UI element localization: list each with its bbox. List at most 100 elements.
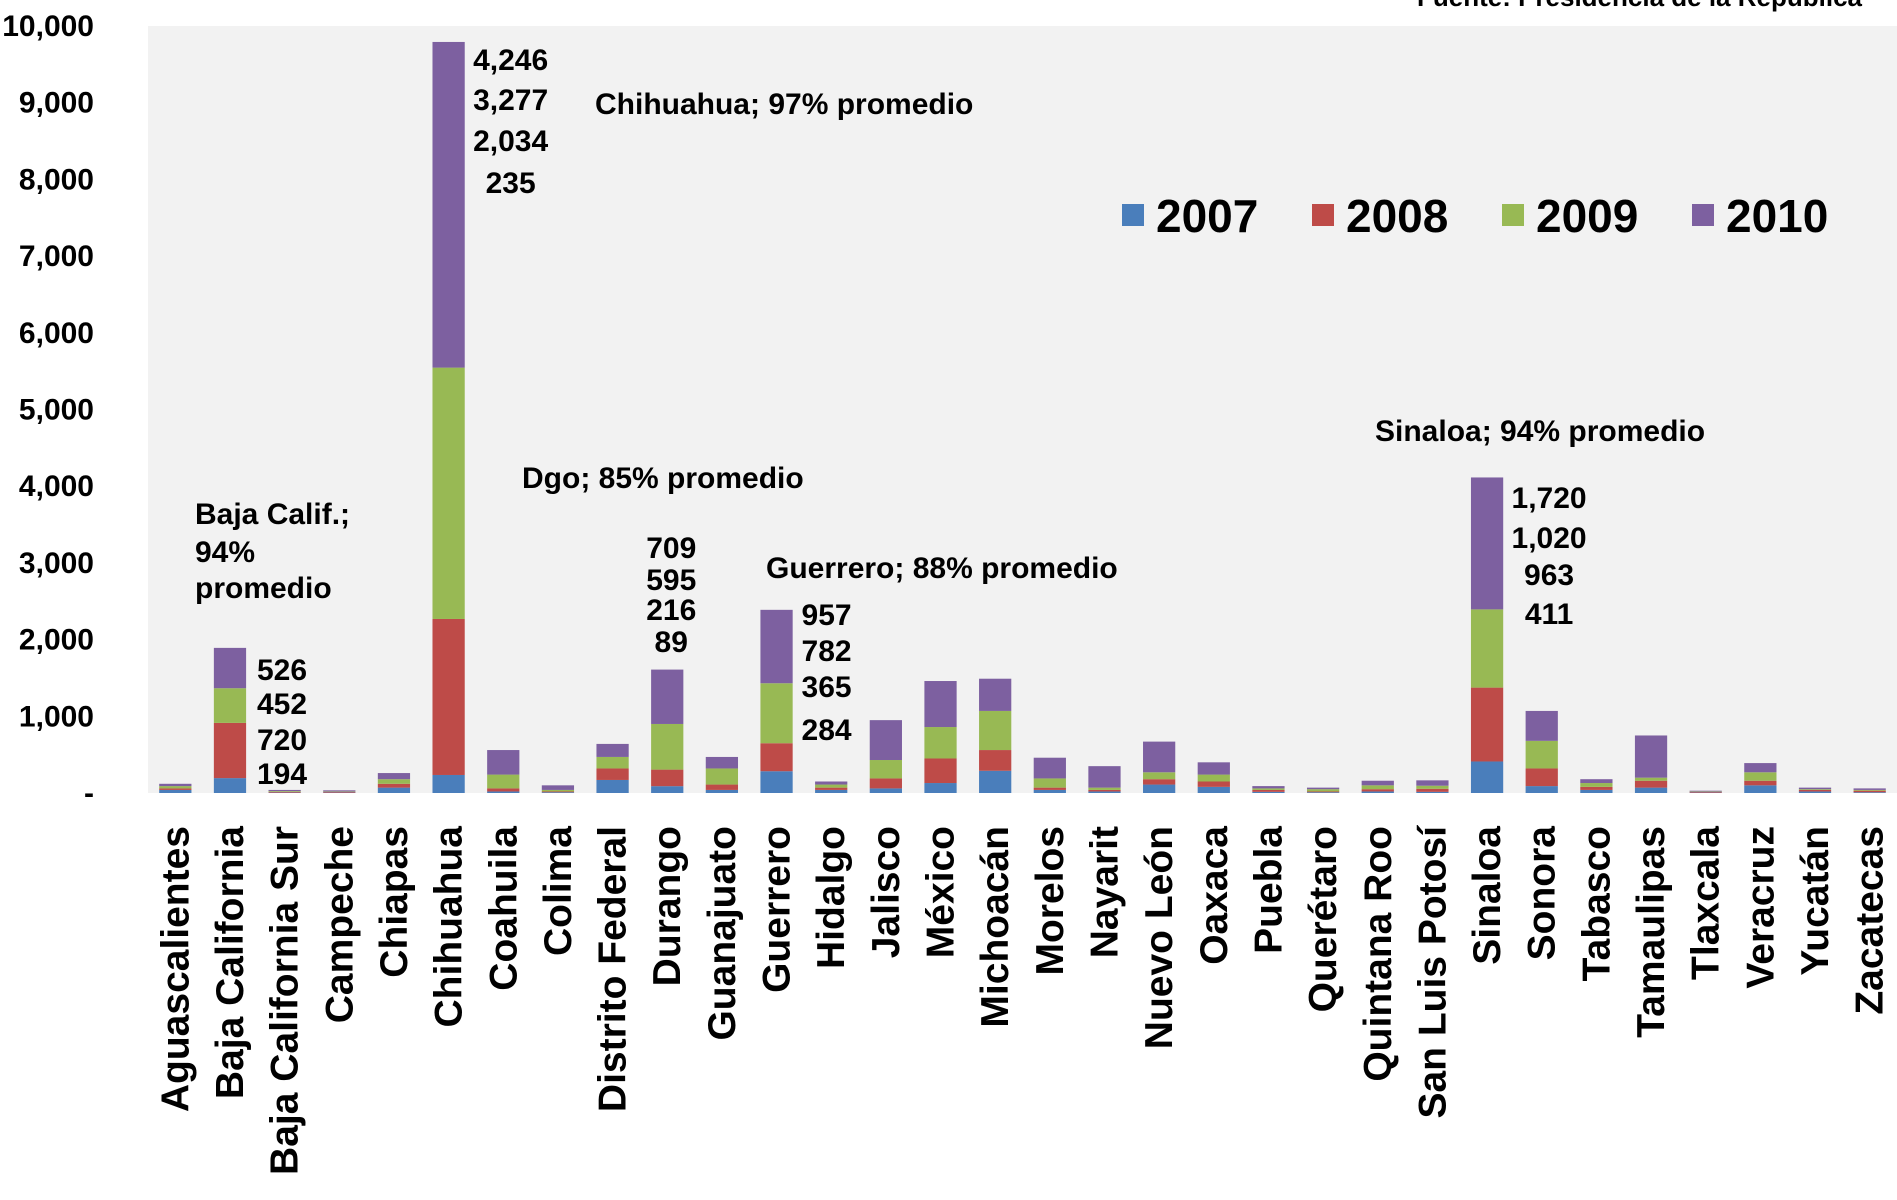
- legend-label-2010: 2010: [1726, 190, 1828, 242]
- legend-label-2007: 2007: [1156, 190, 1258, 242]
- bar-tabasco-2009: [1580, 783, 1613, 787]
- bar-jalisco-2009: [869, 760, 902, 779]
- bar-colima-2007: [541, 792, 575, 793]
- y-tick-label: 7,000: [19, 240, 94, 273]
- bar-guanajuato-2007: [705, 789, 739, 793]
- bar-michoacan-2009: [979, 710, 1012, 751]
- bar-oaxaca-2008: [1197, 781, 1230, 787]
- bar-morelos-2008: [1033, 787, 1066, 790]
- bar-chihuahua-2007: [432, 774, 465, 793]
- x-tick-label-zacatecas: Zacatecas: [1849, 826, 1892, 1015]
- data-label-baja-california: 452: [257, 688, 307, 721]
- bar-san-luis-potosi-2007: [1416, 791, 1449, 793]
- bar-tabasco-2010: [1580, 779, 1613, 784]
- x-tick-label-tabasco: Tabasco: [1575, 826, 1618, 981]
- bar-quintana-roo-2007: [1361, 791, 1394, 793]
- bar-hidalgo-2008: [815, 787, 848, 790]
- bar-guerrero-2010: [760, 609, 793, 684]
- data-label-guerrero: 365: [802, 671, 852, 704]
- x-tick-label-coahuila: Coahuila: [482, 826, 525, 991]
- bar-oaxaca-2007: [1197, 786, 1230, 793]
- bar-san-luis-potosi-2010: [1416, 780, 1449, 786]
- bar-baja-california-2007: [213, 778, 247, 793]
- legend-label-2009: 2009: [1536, 190, 1638, 242]
- bar-michoacan-2008: [979, 750, 1012, 771]
- data-label-baja-california: 526: [257, 654, 307, 687]
- bar-nuevo-leon-2010: [1143, 741, 1176, 773]
- y-tick-label: 4,000: [19, 470, 94, 503]
- bar-quintana-roo-2008: [1361, 789, 1394, 792]
- bar-jalisco-2007: [869, 788, 902, 793]
- bar-yucatan-2008: [1798, 789, 1832, 792]
- bar-zacatecas-2010: [1853, 788, 1886, 790]
- annotation-text: Baja Calif.;: [195, 498, 350, 531]
- bar-durango-2010: [651, 669, 684, 724]
- bar-veracruz-2008: [1744, 780, 1777, 786]
- data-label-durango: 709: [646, 532, 696, 565]
- bar-sinaloa-2008: [1470, 687, 1504, 762]
- bar-colima-2008: [541, 791, 575, 793]
- bar-guerrero-2008: [760, 743, 793, 772]
- bar-sinaloa-2010: [1470, 477, 1504, 610]
- data-label-baja-california: 194: [257, 758, 307, 791]
- bar-sonora-2010: [1525, 710, 1558, 741]
- bar-veracruz-2009: [1744, 772, 1777, 781]
- legend-swatch-2008: [1312, 204, 1334, 226]
- x-tick-label-colima: Colima: [537, 826, 580, 956]
- bar-mexico-2009: [924, 727, 957, 759]
- bar-campeche-2010: [323, 790, 356, 792]
- y-tick-label: 2,000: [19, 624, 94, 657]
- bar-yucatan-2010: [1798, 787, 1832, 790]
- x-tick-label-sonora: Sonora: [1521, 826, 1564, 961]
- bar-aguascalientes-2010: [159, 783, 192, 787]
- x-tick-label-mexico: México: [920, 826, 963, 958]
- legend-swatch-2009: [1502, 204, 1524, 226]
- bar-morelos-2007: [1033, 789, 1066, 793]
- bar-tlaxcala-2010: [1689, 790, 1722, 792]
- bar-quintana-roo-2010: [1361, 780, 1394, 786]
- bar-yucatan-2009: [1798, 789, 1832, 790]
- data-label-chihuahua: 2,034: [473, 125, 548, 158]
- data-label-durango: 595: [646, 564, 696, 597]
- bar-nuevo-leon-2009: [1143, 772, 1176, 780]
- bar-puebla-2008: [1252, 789, 1285, 792]
- bar-coahuila-2010: [487, 750, 520, 775]
- x-tick-label-hidalgo: Hidalgo: [810, 826, 853, 969]
- bar-oaxaca-2010: [1197, 762, 1230, 775]
- bar-hidalgo-2010: [815, 781, 848, 785]
- bar-tamaulipas-2008: [1634, 780, 1668, 788]
- bar-jalisco-2010: [869, 720, 902, 761]
- bar-baja-california-2010: [213, 647, 247, 689]
- bar-chihuahua-2010: [432, 41, 465, 368]
- x-tick-label-durango: Durango: [646, 826, 689, 986]
- bar-tamaulipas-2009: [1634, 777, 1668, 781]
- legend-swatch-2010: [1692, 204, 1714, 226]
- annotation-text: Chihuahua; 97% promedio: [595, 88, 973, 121]
- bar-jalisco-2008: [869, 778, 902, 789]
- bar-guanajuato-2010: [705, 756, 739, 769]
- x-axis: Aguascalientes Baja California Baja Califo…: [154, 825, 1891, 1175]
- bar-aguascalientes-2009: [159, 786, 192, 789]
- bar-aguascalientes-2008: [159, 788, 192, 790]
- bar-queretaro-2008: [1306, 791, 1340, 793]
- y-tick-label: 5,000: [19, 394, 94, 427]
- bar-nuevo-leon-2007: [1143, 784, 1176, 793]
- bar-nayarit-2008: [1088, 789, 1121, 792]
- data-label-guerrero: 782: [802, 635, 852, 668]
- bar-queretaro-2007: [1306, 792, 1340, 793]
- y-tick-label: 9,000: [19, 87, 94, 120]
- bar-chiapas-2009: [377, 779, 411, 784]
- bar-baja-california-2009: [213, 688, 247, 723]
- bar-mexico-2007: [924, 783, 957, 793]
- bar-distrito-federal-2009: [596, 756, 629, 769]
- bar-puebla-2007: [1252, 791, 1285, 793]
- x-tick-label-puebla: Puebla: [1247, 826, 1290, 954]
- data-label-sinaloa: 963: [1524, 559, 1574, 592]
- bar-sinaloa-2009: [1470, 609, 1504, 688]
- x-tick-label-distrito-federal: Distrito Federal: [592, 826, 635, 1112]
- bar-campeche-2008: [323, 791, 356, 793]
- bar-morelos-2009: [1033, 778, 1066, 788]
- bar-quintana-roo-2009: [1361, 785, 1394, 790]
- data-label-guerrero: 284: [802, 714, 852, 747]
- x-tick-label-baja-california-sur: Baja California Sur: [264, 826, 307, 1175]
